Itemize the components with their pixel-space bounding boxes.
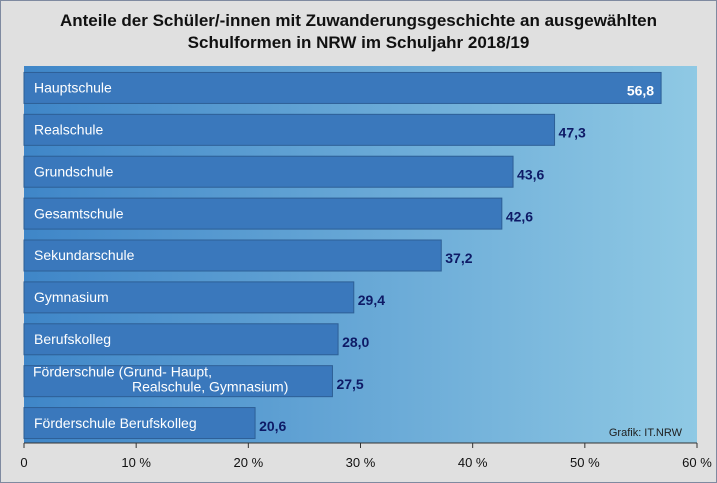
chart-title-line-1: Anteile der Schüler/-innen mit Zuwanderu… (59, 11, 657, 30)
x-axis-ticks: 0 10 % 20 % 30 % 40 % 50 % 60 % (20, 443, 712, 470)
chart-title-line-2: Schulformen in NRW im Schuljahr 2018/19 (187, 33, 530, 52)
value-label: 42,6 (506, 208, 533, 224)
category-label: Gesamtschule (34, 205, 124, 221)
bar (23, 365, 333, 398)
category-label: Grundschule (34, 163, 114, 179)
value-label: 37,2 (445, 250, 472, 266)
bars (23, 71, 662, 440)
value-label: 20,6 (259, 418, 286, 434)
x-tick-label: 20 % (234, 455, 264, 470)
category-label: Hauptschule (34, 80, 112, 96)
value-label: 56,8 (627, 83, 654, 99)
x-tick-label: 40 % (458, 455, 488, 470)
value-label: 43,6 (517, 166, 544, 182)
bar (23, 407, 256, 440)
bar (23, 155, 514, 188)
x-tick-label: 60 % (682, 455, 712, 470)
bar (23, 197, 503, 230)
chart-credit: Grafik: IT.NRW (609, 427, 683, 439)
category-label: Realschule (34, 122, 103, 138)
chart-title: Anteile der Schüler/-innen mit Zuwanderu… (0, 10, 717, 54)
bar (23, 113, 556, 146)
bar (23, 239, 442, 272)
value-label: 29,4 (358, 292, 385, 308)
bar (23, 323, 339, 356)
category-label: Förderschule Berufskolleg (34, 415, 197, 431)
value-labels: 56,8 47,3 43,6 42,6 37,2 29,4 28,0 27,5 20,6 (259, 83, 654, 434)
category-label: Förderschule (Grund- Haupt, Realschule, G… (33, 364, 288, 395)
category-label: Berufskolleg (34, 331, 111, 347)
x-tick-label: 0 (20, 455, 27, 470)
x-tick-label: 10 % (121, 455, 151, 470)
value-label: 27,5 (336, 376, 363, 392)
x-tick-label: 30 % (346, 455, 376, 470)
bar (23, 71, 662, 104)
x-tick-label: 50 % (570, 455, 600, 470)
value-label: 47,3 (559, 125, 586, 141)
category-label: Sekundarschule (34, 247, 135, 263)
category-labels: Hauptschule Realschule Grundschule Gesamtsc… (33, 80, 288, 431)
category-label: Gymnasium (34, 289, 109, 305)
value-label: 28,0 (342, 334, 369, 350)
bar (23, 281, 355, 314)
